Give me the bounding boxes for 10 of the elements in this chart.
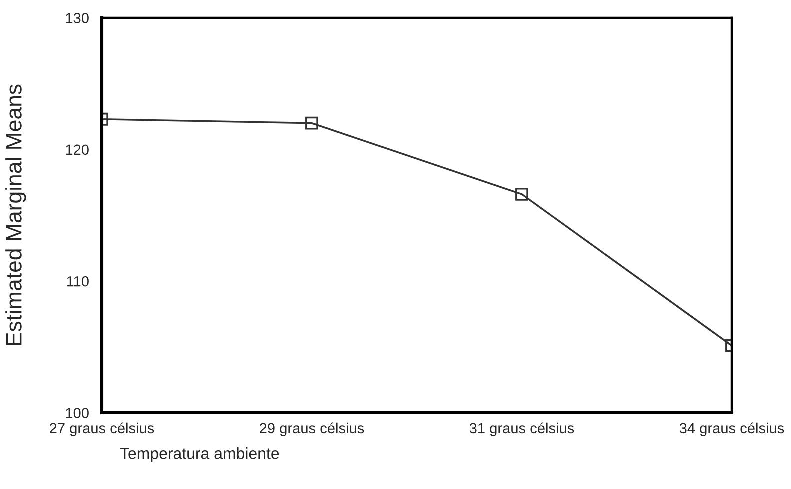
x-tick-label: 31 graus célsius [470, 422, 574, 436]
x-axis-title: Temperatura ambiente [120, 448, 280, 462]
y-tick-label: 120 [66, 144, 89, 156]
x-tick-label: 34 graus célsius [680, 422, 784, 436]
y-tick-label: 110 [67, 276, 89, 287]
x-tick-label: 27 graus célsius [50, 422, 154, 436]
x-tick-label: 29 graus célsius [260, 422, 364, 436]
y-tick-label: 100 [66, 408, 89, 418]
y-tick-label: 130 [66, 13, 89, 24]
y-axis-title: Estimated Marginal Means [6, 84, 26, 346]
